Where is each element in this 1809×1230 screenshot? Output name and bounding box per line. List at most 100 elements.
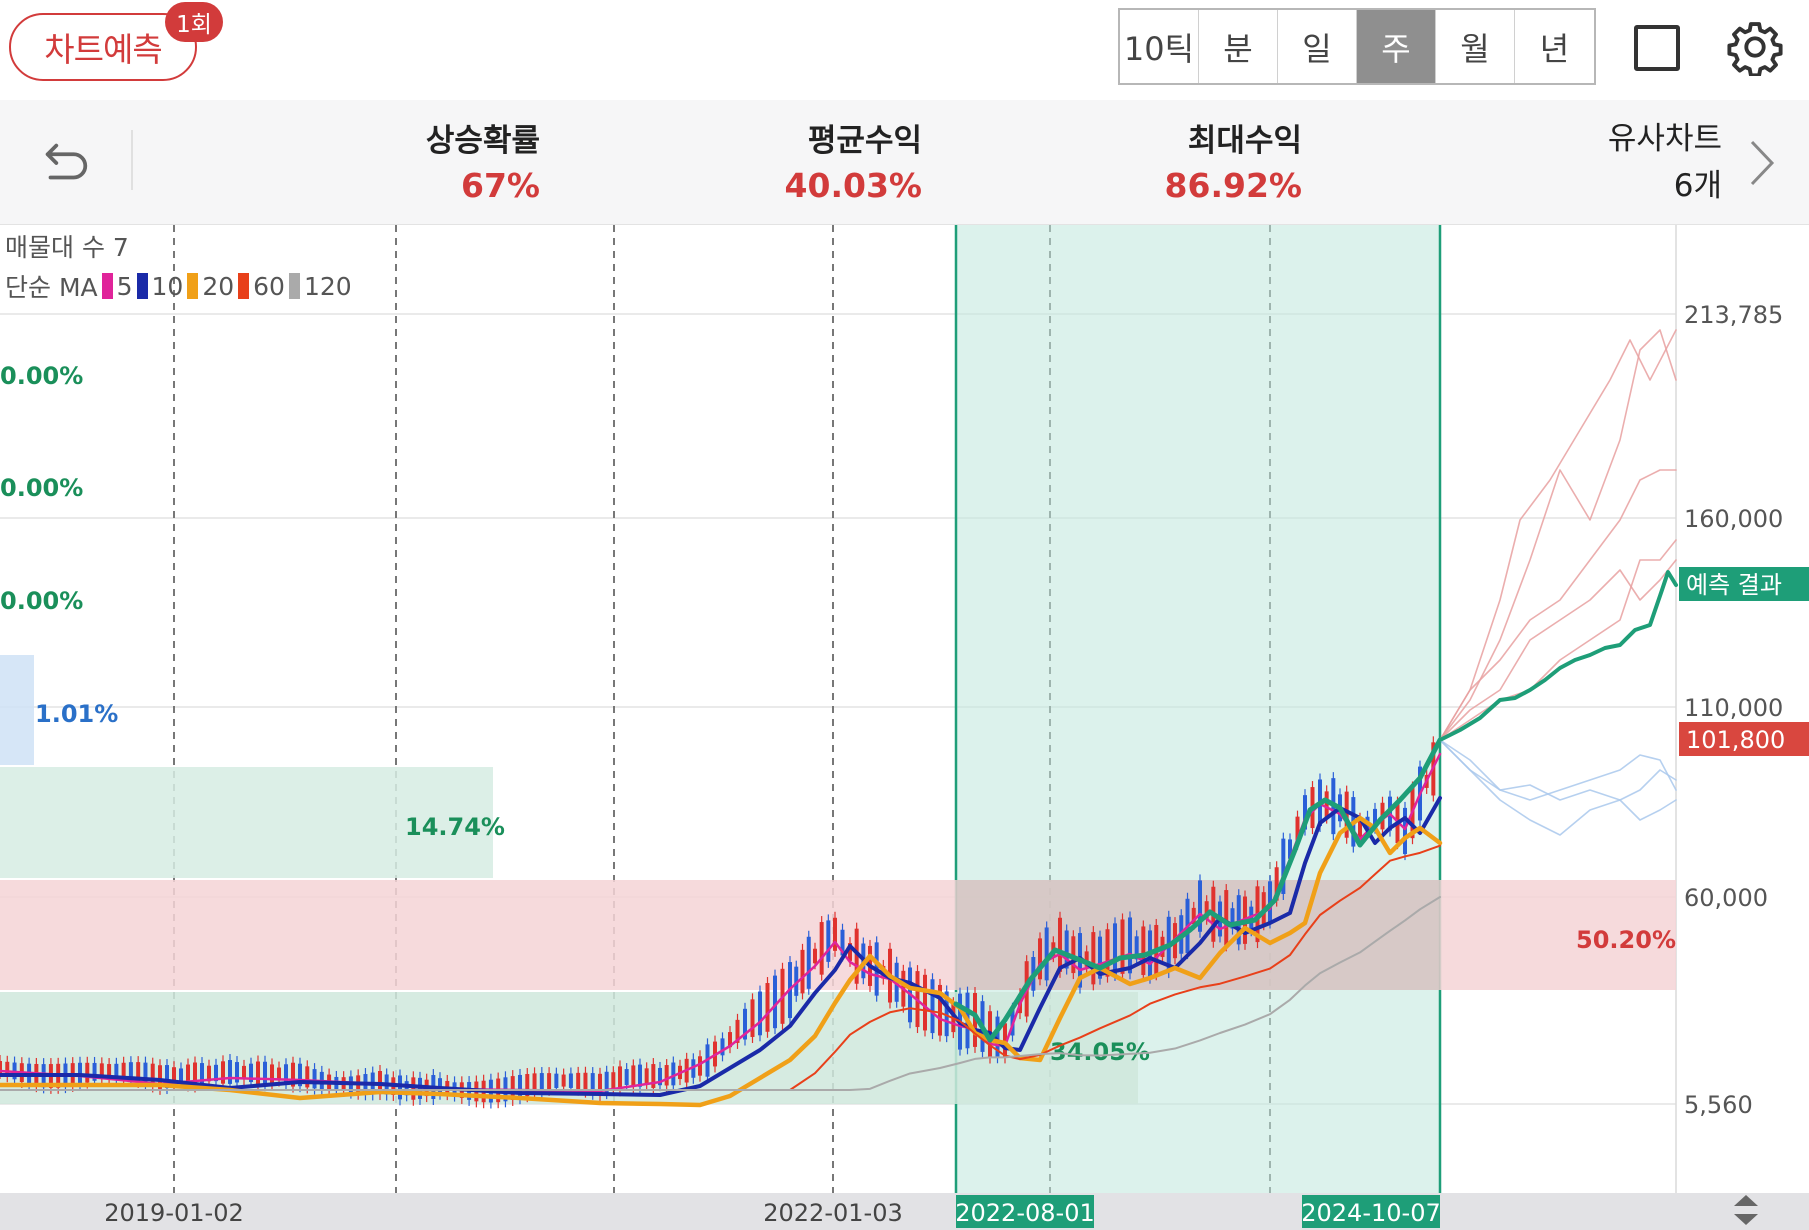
candle-body [1058, 917, 1062, 972]
candle-body [671, 1062, 676, 1086]
candle-body [1358, 818, 1362, 840]
candle-body [819, 922, 824, 975]
candle-body [1105, 929, 1110, 977]
candle-body [944, 991, 949, 1037]
candle-body [200, 1063, 204, 1085]
rise-probability-value: 67% [461, 166, 540, 205]
period-10tick[interactable]: 10틱 [1120, 10, 1199, 83]
x-tick-label: 2019-01-02 [104, 1199, 243, 1227]
candle-body [750, 999, 755, 1037]
candle-body [158, 1065, 162, 1089]
candle-body [411, 1077, 416, 1100]
candle-body [518, 1074, 522, 1099]
candle-body [5, 1061, 10, 1077]
candle-body [1191, 907, 1196, 925]
candle-body [923, 974, 927, 1031]
candle-body [1230, 908, 1235, 929]
period-day[interactable]: 일 [1278, 10, 1357, 83]
candle-body [193, 1062, 197, 1087]
candle-body [773, 975, 777, 1029]
period-minute[interactable]: 분 [1199, 10, 1278, 83]
candle-body [848, 943, 852, 961]
period-week[interactable]: 주 [1357, 10, 1436, 83]
candle-body [92, 1062, 97, 1081]
current-price-tag-bg [1679, 722, 1809, 756]
candle-body [1003, 1023, 1007, 1058]
scroll-updown-icon[interactable] [1730, 1193, 1762, 1227]
candle-body [1038, 938, 1042, 980]
y-tick-label: 160,000 [1684, 505, 1783, 533]
candle-body [561, 1074, 566, 1087]
candle-body [150, 1063, 155, 1087]
volume-profile-bar [0, 655, 34, 765]
similar-forecast-line [1439, 739, 1677, 801]
y-tick-label: 5,560 [1684, 1091, 1753, 1119]
candle-body [840, 929, 845, 956]
candle-body [1204, 901, 1209, 919]
average-return-stat: 평균수익 40.03% [770, 120, 922, 210]
similar-charts-link[interactable]: 유사차트 6개 [1580, 118, 1722, 212]
period-year[interactable]: 년 [1539, 29, 1570, 68]
chevron-right-icon[interactable] [1746, 138, 1776, 188]
similar-charts-label: 유사차트 [1607, 121, 1722, 157]
candle-body [143, 1062, 148, 1085]
candle-body [1295, 816, 1300, 844]
candle-body [658, 1067, 662, 1086]
candle-body [284, 1064, 288, 1085]
candle-body [277, 1067, 281, 1081]
candle-body [765, 983, 770, 1032]
candle-body [826, 920, 831, 962]
rise-probability-stat: 상승확률 67% [400, 120, 540, 210]
gear-icon[interactable] [1726, 18, 1784, 76]
candle-body [1403, 807, 1407, 855]
candle-body [1236, 895, 1241, 945]
candle-body [758, 991, 762, 1036]
candle-body [604, 1071, 609, 1094]
similar-forecast-line [1439, 329, 1677, 741]
period-month[interactable]: 월 [1436, 10, 1515, 83]
candle-body [1044, 927, 1049, 981]
candle-body [806, 936, 811, 989]
candle-body [1091, 932, 1096, 985]
candle-body [172, 1067, 176, 1085]
pattern-start-date: 2022-08-01 [955, 1199, 1094, 1227]
y-tick-label: 213,785 [1684, 301, 1783, 329]
candle-body [554, 1073, 559, 1089]
y-tick-label: 110,000 [1684, 694, 1783, 722]
volume-profile-label: 0.00% [0, 362, 83, 390]
x-tick-label: 2022-01-03 [763, 1199, 902, 1227]
candle-body [228, 1060, 232, 1084]
undo-icon[interactable] [36, 134, 94, 192]
chart-predict-button[interactable]: 차트예측 [9, 13, 197, 81]
candle-body [1198, 880, 1202, 932]
ma-legend: 단순 MA 5 10 20 60 120 [5, 268, 352, 304]
candle-body [165, 1065, 169, 1089]
candle-body [651, 1064, 656, 1088]
candle-body [691, 1059, 696, 1078]
similar-forecast-line [1439, 329, 1677, 741]
similar-forecast-line [1439, 739, 1677, 801]
candle-body [576, 1072, 581, 1090]
candle-body [611, 1072, 616, 1089]
top-toolbar: 차트예측 1회 10틱 분 일 주 월 년 [0, 0, 1809, 100]
fullscreen-toggle-icon[interactable] [1634, 25, 1680, 71]
candle-body [598, 1073, 602, 1097]
price-chart[interactable]: 213,785 160,000 110,000 60,000 5,560 0.00% 0.0… [0, 225, 1809, 1230]
ma120-line [0, 896, 1441, 1091]
candle-body [312, 1069, 317, 1089]
candle-body [833, 917, 837, 951]
candle-body [618, 1066, 622, 1091]
candle-body [1128, 917, 1132, 974]
candle-body [539, 1073, 544, 1092]
max-return-stat: 최대수익 86.92% [1150, 120, 1302, 210]
ma10-line [0, 796, 1442, 1097]
candle-body [1134, 936, 1139, 960]
candle-body [214, 1064, 218, 1082]
candle-body [179, 1068, 183, 1083]
candle-body [1141, 926, 1146, 975]
rise-probability-label: 상승확률 [425, 123, 540, 159]
predict-count-badge: 1회 [165, 2, 223, 42]
candle-body [638, 1064, 642, 1087]
candle-body [1084, 951, 1089, 967]
average-return-label: 평균수익 [807, 123, 922, 159]
